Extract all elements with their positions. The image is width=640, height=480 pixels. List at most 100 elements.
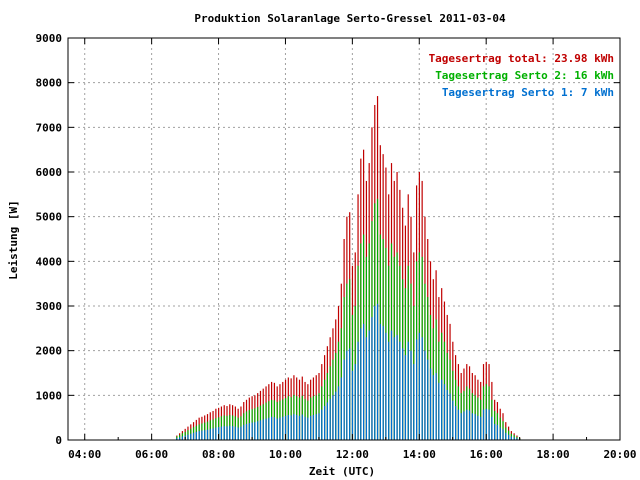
- y-tick-label: 3000: [36, 300, 63, 313]
- bar: [508, 434, 510, 440]
- bar: [282, 416, 284, 440]
- y-tick-label: 2000: [36, 345, 63, 358]
- bar: [212, 428, 214, 440]
- bar: [471, 413, 473, 440]
- bar: [455, 406, 457, 440]
- bar: [427, 359, 429, 440]
- bar: [329, 398, 331, 440]
- bar: [287, 414, 289, 440]
- bar: [443, 384, 446, 440]
- bar: [371, 317, 373, 440]
- y-tick-label: 5000: [36, 211, 63, 224]
- bar: [505, 432, 507, 440]
- bar: [209, 428, 211, 440]
- series-3: [176, 303, 521, 440]
- bar: [248, 423, 250, 440]
- bar: [206, 429, 209, 440]
- bar: [435, 373, 437, 440]
- bar: [195, 431, 197, 440]
- bar: [343, 359, 345, 440]
- bar: [365, 337, 368, 440]
- bar: [385, 332, 387, 440]
- bar: [284, 415, 287, 440]
- y-tick-label: 8000: [36, 77, 63, 90]
- bar: [452, 400, 454, 440]
- bar: [441, 379, 443, 440]
- x-tick-label: 06:00: [135, 448, 168, 461]
- y-tick-label: 9000: [36, 32, 63, 45]
- y-tick-label: 4000: [36, 255, 63, 268]
- bar: [438, 382, 440, 440]
- x-tick-label: 18:00: [537, 448, 570, 461]
- bar: [215, 427, 217, 440]
- y-axis-title: Leistung [W]: [7, 200, 20, 279]
- bar: [326, 402, 328, 440]
- bar: [463, 411, 465, 440]
- bar: [176, 438, 178, 440]
- y-axis-ticks: 0 1000 2000 3000 4000 5000 6000 7000 8000 9000: [36, 32, 620, 447]
- bar: [276, 418, 278, 440]
- bar: [432, 375, 434, 440]
- bar: [390, 330, 393, 440]
- bar: [360, 328, 362, 440]
- bar: [279, 417, 281, 440]
- bar: [418, 332, 420, 440]
- bar: [374, 306, 376, 440]
- bar: [363, 323, 365, 440]
- bar: [416, 339, 418, 440]
- x-tick-label: 04:00: [68, 448, 101, 461]
- bar: [192, 432, 195, 440]
- bar: [510, 436, 512, 440]
- bar: [388, 341, 390, 440]
- bar: [237, 427, 239, 440]
- bar: [201, 430, 203, 440]
- bar: [234, 426, 236, 440]
- bar: [290, 415, 292, 440]
- bar: [198, 431, 200, 440]
- bar: [223, 426, 225, 440]
- bar: [321, 409, 323, 440]
- bar: [296, 414, 298, 440]
- bar: [218, 427, 220, 440]
- bar: [229, 425, 231, 440]
- bar: [271, 416, 273, 440]
- bar: [335, 391, 337, 440]
- bar: [293, 414, 295, 440]
- bar: [379, 323, 381, 440]
- bar: [204, 430, 206, 440]
- bar: [457, 409, 460, 440]
- bar: [404, 355, 407, 440]
- bar: [301, 414, 303, 440]
- bar: [396, 335, 398, 440]
- bar: [259, 420, 262, 440]
- chart-title: Produktion Solaranlage Serto-Gressel 201…: [194, 12, 506, 25]
- bar: [240, 426, 242, 440]
- bar: [413, 364, 415, 440]
- bar: [368, 330, 370, 440]
- bar: [298, 415, 301, 440]
- bar: [474, 414, 476, 440]
- bar: [382, 326, 384, 440]
- bar: [254, 422, 256, 440]
- y-tick-label: 7000: [36, 121, 63, 134]
- x-tick-label: 14:00: [403, 448, 436, 461]
- bar: [332, 395, 334, 440]
- bar: [410, 350, 412, 440]
- bar: [181, 436, 184, 440]
- bar: [376, 303, 379, 440]
- bar: [265, 418, 267, 440]
- bar: [346, 350, 348, 440]
- bar: [502, 429, 504, 440]
- bar: [245, 423, 248, 440]
- x-axis-ticks: 04:00 06:00 08:00 10:00 12:00 14:00 16:00 18:00…: [68, 38, 637, 461]
- y-tick-label: 1000: [36, 389, 63, 402]
- bar: [494, 423, 496, 440]
- y-tick-label: 6000: [36, 166, 63, 179]
- bar: [251, 422, 253, 440]
- bar: [262, 419, 264, 440]
- bar: [226, 426, 228, 440]
- legend-entry: Tagesertrag Serto 2: 16 kWh: [435, 69, 614, 82]
